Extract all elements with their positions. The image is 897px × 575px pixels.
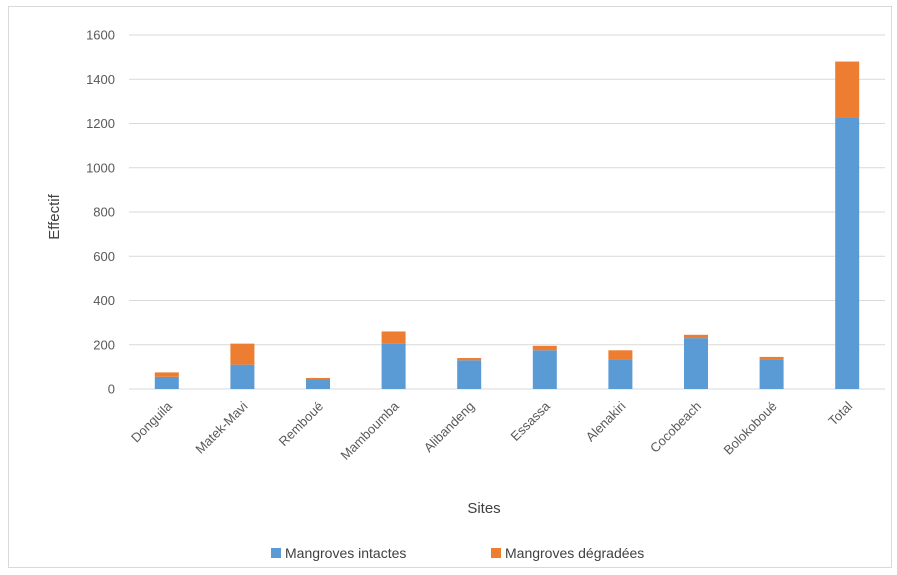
y-axis-title: Effectif [46, 193, 63, 239]
x-tick-label: Donguila [128, 398, 175, 445]
y-tick-label: 0 [108, 382, 115, 397]
bar-degradees [532, 345, 557, 351]
y-tick-label: 600 [93, 249, 115, 264]
x-tick-label: Mamboumba [337, 398, 402, 463]
bar-degradees [684, 334, 708, 339]
x-axis-title: Sites [467, 500, 500, 517]
chart-frame: 0 200 400 600 800 1000 1200 1400 1600 Donguila Ma… [8, 6, 892, 568]
legend-label-intactes: Mangroves intactes [285, 545, 406, 561]
legend-swatch-degradees [491, 548, 501, 558]
bar-intactes [230, 364, 255, 389]
bar-intactes [457, 360, 482, 389]
bar-intactes [759, 359, 784, 389]
bar-intactes [381, 343, 406, 389]
bar-degradees [381, 331, 406, 344]
bar-degradees [457, 358, 482, 361]
x-tick-label: Remboué [276, 399, 326, 449]
bar-intactes [532, 350, 557, 389]
x-tick-label: Essassa [508, 398, 554, 444]
y-tick-label: 1600 [86, 28, 115, 43]
bar-intactes [835, 117, 860, 389]
x-tick-label: Alibandeng [421, 399, 478, 456]
bars [154, 61, 860, 389]
y-axis-ticks: 0 200 400 600 800 1000 1200 1400 1600 [86, 28, 115, 397]
x-tick-label: Total [825, 398, 855, 428]
y-tick-label: 1400 [86, 72, 115, 87]
x-tick-label: Alenakiri [583, 398, 629, 444]
legend: Mangroves intactes Mangroves dégradées [271, 545, 644, 561]
y-tick-label: 400 [93, 293, 115, 308]
bar-degradees [154, 372, 179, 377]
bar-intactes [306, 379, 330, 389]
y-tick-label: 200 [93, 337, 115, 352]
bar-intactes [154, 376, 179, 389]
y-tick-label: 1200 [86, 116, 115, 131]
bar-degradees [608, 350, 633, 360]
y-tick-label: 1000 [86, 160, 115, 175]
bar-degradees [835, 61, 860, 118]
legend-swatch-intactes [271, 548, 281, 558]
bar-degradees [306, 377, 330, 380]
legend-label-degradees: Mangroves dégradées [505, 545, 644, 561]
x-axis-ticks: Donguila Matek-Mavi Remboué Mamboumba Aliban… [128, 398, 855, 463]
bar-degradees [759, 356, 784, 360]
y-tick-label: 800 [93, 205, 115, 220]
bar-intactes [684, 338, 708, 389]
x-tick-label: Cocobeach [647, 399, 704, 456]
x-tick-label: Matek-Mavi [192, 398, 250, 456]
bar-degradees [230, 343, 255, 365]
x-tick-label: Bolokoboué [721, 399, 780, 458]
stacked-bar-chart: 0 200 400 600 800 1000 1200 1400 1600 Donguila Ma… [46, 28, 885, 561]
bar-intactes [608, 359, 633, 389]
gridlines [129, 34, 885, 390]
